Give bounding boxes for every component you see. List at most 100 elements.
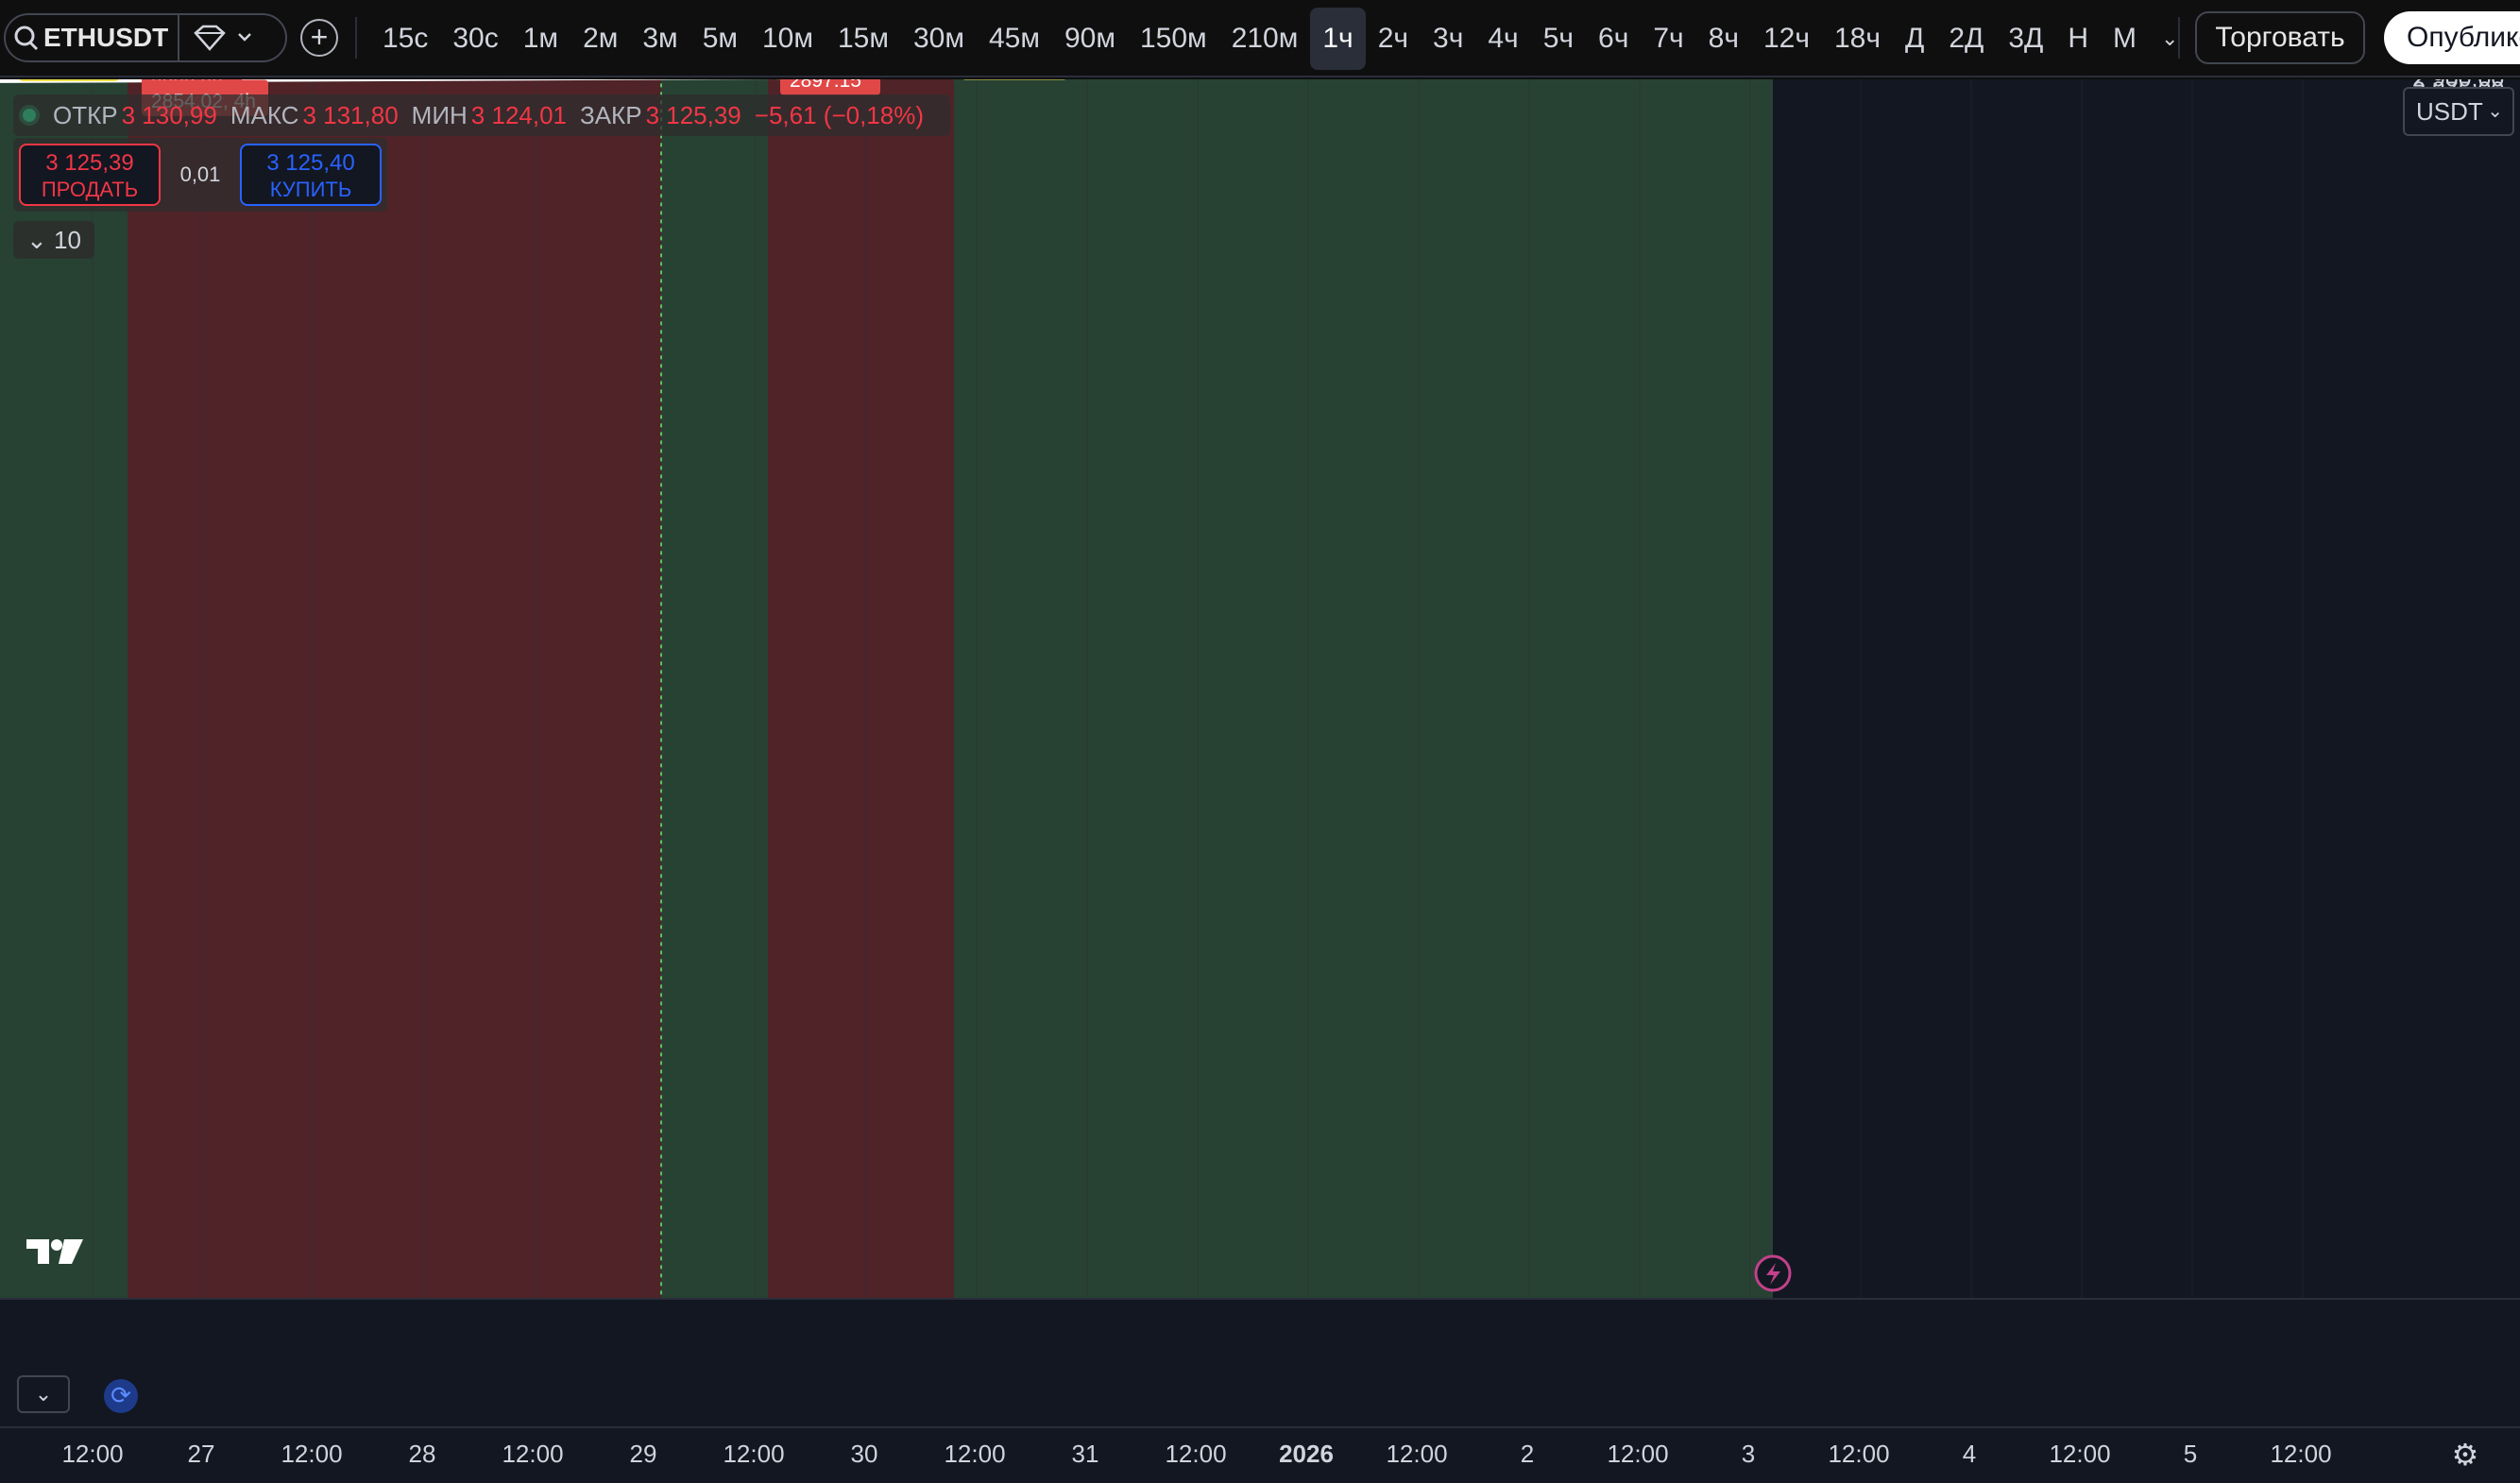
- interval-24[interactable]: 2Д: [1949, 23, 1984, 54]
- symbol-search[interactable]: ETHUSDT: [4, 13, 287, 62]
- right-tag-bg: [963, 79, 1065, 80]
- lightning-icon-glyph: [1766, 1263, 1780, 1285]
- interval-19[interactable]: 7ч: [1653, 23, 1684, 54]
- buy-button[interactable]: 3 125,40 КУПИТЬ: [240, 144, 382, 206]
- high-value: 3 131,80: [302, 100, 399, 129]
- logo-part: [26, 1239, 49, 1264]
- time-label: 2: [1520, 1440, 1535, 1468]
- toolbar-divider: [355, 17, 357, 59]
- interval-26[interactable]: Н: [2068, 23, 2089, 54]
- interval-8[interactable]: 30м: [913, 23, 964, 54]
- time-label: 31: [1071, 1440, 1099, 1468]
- search-icon: [6, 13, 43, 62]
- session-zone: [0, 79, 128, 1298]
- mid-tag: 2897.15: [790, 79, 861, 92]
- interval-4[interactable]: 3м: [642, 23, 678, 54]
- currency-select[interactable]: USDT ⌄: [2403, 87, 2514, 136]
- close-label: ЗАКР: [580, 100, 642, 129]
- currency-value: USDT: [2416, 97, 2483, 126]
- interval-18[interactable]: 6ч: [1598, 23, 1629, 54]
- interval-21[interactable]: 12ч: [1763, 23, 1810, 54]
- collapse-button[interactable]: ⌄: [17, 1375, 70, 1413]
- time-label: 2026: [1279, 1440, 1334, 1468]
- interval-list: 15с 30с 1м 2м 3м 5м 10м 15м 30м 45м 90м 150м 210м 1ч 2…: [370, 8, 2190, 70]
- time-label: 28: [408, 1440, 436, 1468]
- interval-2[interactable]: 1м: [522, 23, 559, 54]
- chevron-down-icon: ⌄: [2487, 101, 2503, 122]
- time-label: 12:00: [723, 1440, 785, 1468]
- interval-22[interactable]: 18ч: [1834, 23, 1881, 54]
- session-zone: [954, 79, 1773, 1298]
- chart-area[interactable]: 3245.573188.533167.143117.233081.583024.…: [0, 79, 2520, 1298]
- time-label: 12:00: [1165, 1440, 1227, 1468]
- low-value: 3 124,01: [470, 100, 568, 129]
- price-chart[interactable]: 3245.573188.533167.143117.233081.583024.…: [0, 79, 2520, 1298]
- interval-25[interactable]: 3Д: [2008, 23, 2044, 54]
- gem-icon[interactable]: [179, 13, 270, 62]
- interval-23[interactable]: Д: [1905, 23, 1925, 54]
- sell-label: ПРОДАТЬ: [41, 178, 139, 201]
- interval-10[interactable]: 90м: [1064, 23, 1115, 54]
- time-label: 12:00: [502, 1440, 564, 1468]
- time-label: 12:00: [2270, 1440, 2332, 1468]
- indicators-toggle[interactable]: ⌄ 10: [13, 221, 94, 259]
- time-label: 5: [2183, 1440, 2198, 1468]
- bottom-panel: ⌄ ⟳: [0, 1298, 2520, 1426]
- session-zone: [128, 79, 661, 1298]
- interval-15[interactable]: 3ч: [1433, 23, 1464, 54]
- more-intervals-icon[interactable]: ⌄: [2161, 26, 2179, 50]
- interval-17[interactable]: 5ч: [1542, 23, 1575, 54]
- publish-button[interactable]: Опубликовать: [2384, 11, 2520, 64]
- mid-tag-bg: [780, 79, 880, 95]
- close-value: 3 125,39: [645, 100, 741, 129]
- interval-13[interactable]: 1ч: [1310, 8, 1366, 70]
- time-label: 4: [1962, 1440, 1977, 1468]
- time-label: 30: [850, 1440, 878, 1468]
- price-axis-label: 2 925,00: [2412, 79, 2504, 80]
- market-status-icon: [23, 109, 36, 122]
- time-label: 12:00: [61, 1440, 124, 1468]
- interval-9[interactable]: 45м: [989, 23, 1040, 54]
- logo-part: [59, 1239, 83, 1264]
- session-zone: [768, 79, 954, 1298]
- indicators-count: 10: [54, 226, 81, 254]
- interval-1[interactable]: 30с: [452, 23, 499, 54]
- time-label: 12:00: [281, 1440, 343, 1468]
- open-value: 3 130,99: [121, 100, 217, 129]
- price-axis: [2395, 79, 2520, 1298]
- time-label: 27: [187, 1440, 215, 1468]
- spread-value: 0,01: [179, 162, 221, 186]
- sell-price: 3 125,39: [45, 150, 134, 176]
- sell-button[interactable]: 3 125,39 ПРОДАТЬ: [19, 144, 161, 206]
- interval-14[interactable]: 2ч: [1377, 23, 1409, 54]
- interval-16[interactable]: 4ч: [1488, 23, 1519, 54]
- time-label: 12:00: [1386, 1440, 1448, 1468]
- symbol-name[interactable]: ETHUSDT: [43, 13, 180, 62]
- time-label: 29: [629, 1440, 657, 1468]
- time-label: 3: [1741, 1440, 1756, 1468]
- interval-6[interactable]: 10м: [762, 23, 813, 54]
- time-label: 12:00: [1607, 1440, 1669, 1468]
- interval-27[interactable]: М: [2113, 23, 2137, 54]
- buy-label: КУПИТЬ: [269, 178, 352, 201]
- tradingview-logo-icon: [26, 1239, 83, 1264]
- gear-icon[interactable]: ⚙: [2451, 1438, 2479, 1472]
- quick-trade-panel: 3 125,39 ПРОДАТЬ 0,01 3 125,40 КУПИТЬ: [13, 138, 387, 212]
- interval-3[interactable]: 2м: [583, 23, 619, 54]
- time-label: 12:00: [944, 1440, 1006, 1468]
- top-toolbar: ETHUSDT + 15с 30с 1м 2м 3м 5м 10м 15м 30м 45м 90м 1…: [0, 0, 2520, 77]
- interval-5[interactable]: 5м: [702, 23, 738, 54]
- low-label: МИН: [411, 100, 468, 129]
- interval-0[interactable]: 15с: [383, 23, 429, 54]
- interval-12[interactable]: 210м: [1231, 23, 1299, 54]
- interval-20[interactable]: 8ч: [1708, 23, 1739, 54]
- logo-part: [51, 1239, 62, 1251]
- sync-icon[interactable]: ⟳: [104, 1379, 138, 1413]
- left-tag-bg: [19, 79, 119, 82]
- interval-7[interactable]: 15м: [838, 23, 889, 54]
- toolbar-divider: [2178, 17, 2180, 59]
- trade-button[interactable]: Торговать: [2195, 11, 2365, 64]
- time-axis[interactable]: ⚙ 12:00 27 12:00 28 12:00 29 12:00 30 12:00 31 12:…: [0, 1426, 2520, 1483]
- interval-11[interactable]: 150м: [1140, 23, 1207, 54]
- add-symbol-button[interactable]: +: [300, 19, 338, 57]
